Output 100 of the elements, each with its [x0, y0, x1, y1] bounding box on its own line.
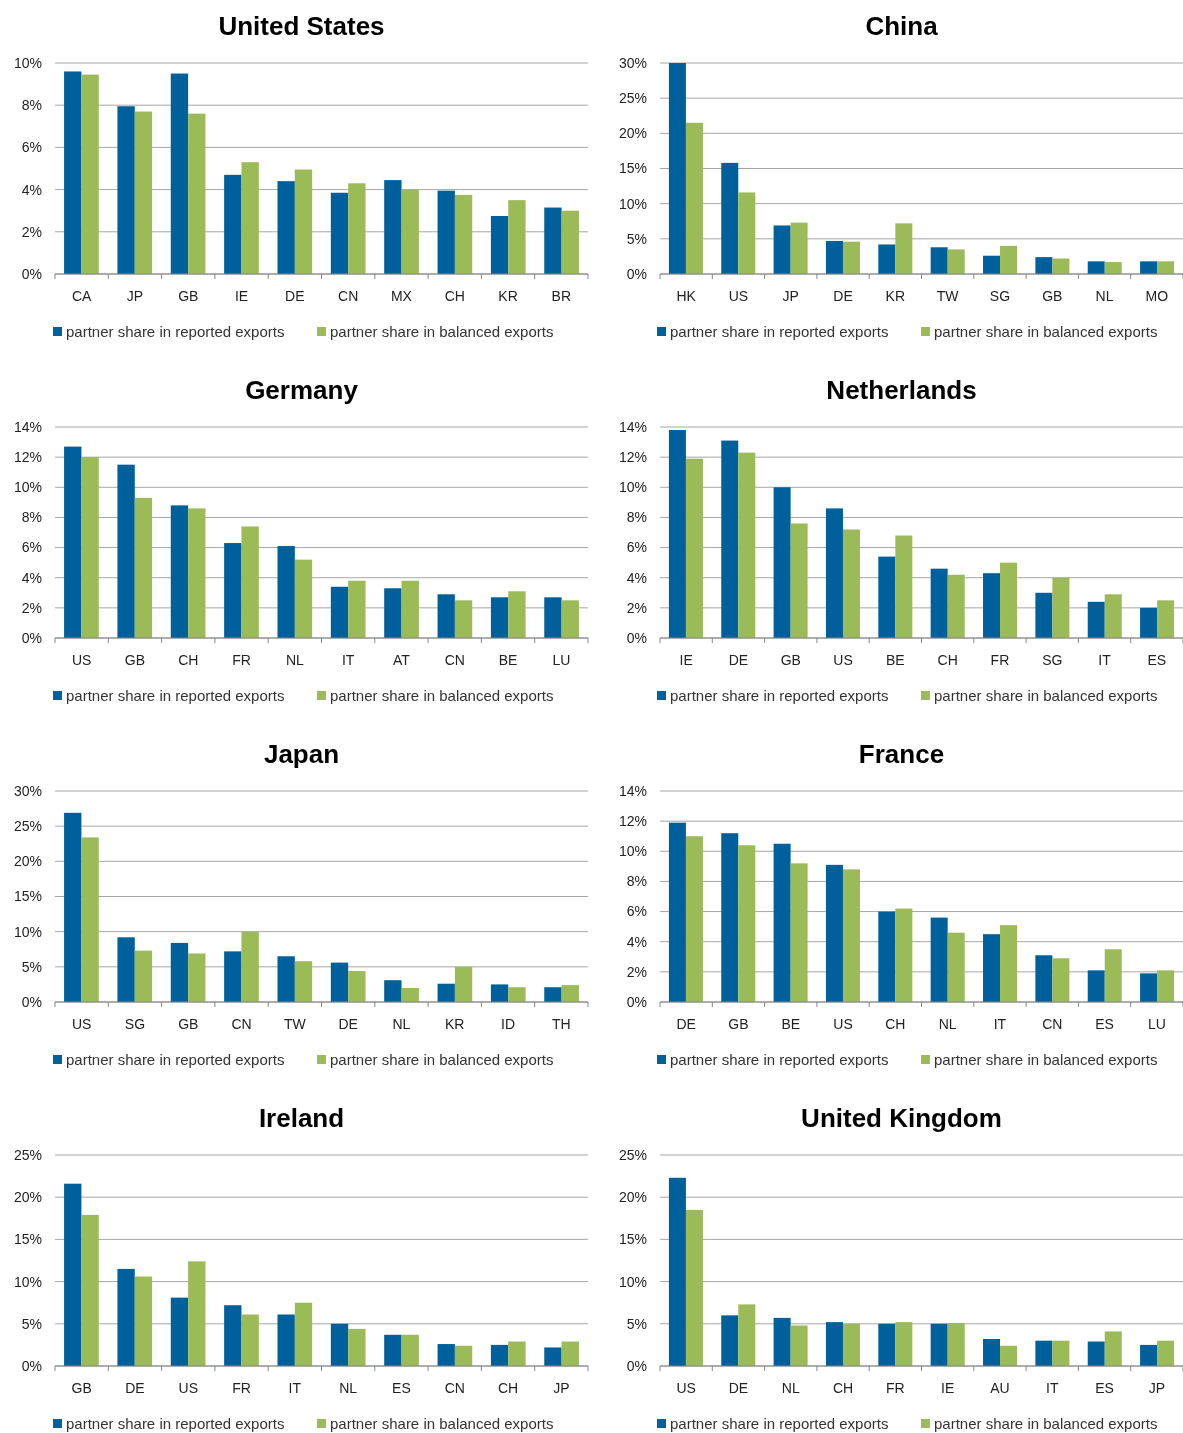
x-tick-label: DE	[676, 1016, 696, 1032]
bar	[1000, 925, 1018, 1002]
bar	[1087, 601, 1105, 638]
y-tick-label: 2%	[626, 599, 647, 616]
bar	[842, 529, 860, 638]
bar	[983, 934, 1001, 1002]
x-tick-label: CH	[178, 652, 199, 668]
bar	[544, 207, 562, 274]
bar	[81, 837, 99, 1002]
bar	[294, 961, 313, 1002]
y-tick-label: 10%	[618, 479, 647, 496]
bar	[983, 255, 1001, 274]
bar	[721, 162, 739, 274]
legend-label: partner share in reported exports	[66, 1050, 285, 1068]
bar	[401, 580, 419, 638]
x-tick-label: TW	[936, 288, 960, 304]
bar	[773, 1317, 791, 1366]
x-tick-label: IT	[288, 1380, 302, 1396]
bar	[490, 1344, 509, 1366]
bar	[930, 568, 948, 638]
bar	[668, 430, 686, 638]
x-tick-label: ES	[1095, 1016, 1114, 1032]
bar	[81, 1214, 99, 1366]
bar	[508, 200, 526, 274]
x-tick-label: CH	[444, 288, 465, 304]
bar	[117, 937, 135, 1002]
legend-label: partner share in balanced exports	[934, 686, 1158, 704]
y-tick-label: 0%	[626, 1357, 647, 1374]
y-tick-label: 5%	[21, 1315, 42, 1332]
bar	[224, 543, 242, 638]
y-tick-label: 10%	[618, 1273, 647, 1290]
bar	[895, 1322, 913, 1366]
bar	[277, 1314, 295, 1366]
bar	[668, 63, 686, 274]
bar	[947, 574, 965, 638]
bar	[241, 1314, 259, 1366]
bar	[437, 983, 455, 1002]
bar	[170, 942, 189, 1002]
y-tick-label: 25%	[13, 818, 42, 835]
chart-title: Netherlands	[826, 375, 977, 405]
y-tick-label: 0%	[21, 1357, 42, 1374]
bar	[930, 1323, 948, 1366]
bar	[241, 526, 259, 638]
bar	[895, 535, 913, 638]
legend-label: partner share in reported exports	[670, 322, 889, 340]
bar	[384, 1334, 402, 1366]
bar	[117, 464, 135, 638]
bar	[330, 1323, 349, 1366]
bar	[561, 210, 579, 274]
x-tick-label: CN	[338, 288, 359, 304]
y-tick-label: 0%	[626, 993, 647, 1010]
y-tick-label: 15%	[618, 1231, 647, 1248]
y-tick-label: 12%	[13, 449, 42, 466]
y-tick-label: 0%	[21, 265, 42, 282]
bar	[1000, 245, 1018, 274]
x-tick-label: DE	[728, 1380, 749, 1396]
legend-label: partner share in reported exports	[66, 1414, 285, 1432]
bar	[224, 174, 242, 274]
bar	[64, 812, 82, 1002]
x-tick-label: US	[728, 288, 749, 304]
bar	[983, 1338, 1001, 1366]
bar	[721, 833, 739, 1002]
bar	[188, 1261, 206, 1366]
y-tick-label: 0%	[626, 629, 647, 646]
chart-title: United States	[218, 11, 385, 41]
x-tick-label: IT	[993, 1016, 1007, 1032]
bar	[561, 1341, 579, 1366]
y-tick-label: 4%	[21, 569, 42, 586]
bar	[1157, 1340, 1175, 1366]
x-tick-label: JP	[126, 288, 144, 304]
bar	[1087, 1341, 1105, 1366]
y-tick-label: 2%	[626, 963, 647, 980]
x-tick-label: KR	[885, 288, 906, 304]
bar	[878, 1323, 896, 1366]
bar	[277, 546, 295, 638]
x-tick-label: IT	[341, 652, 355, 668]
bar	[842, 869, 860, 1002]
bar	[544, 1347, 562, 1366]
chart-title: Japan	[263, 739, 340, 769]
x-tick-label: ES	[1147, 652, 1167, 668]
bar	[64, 1183, 82, 1366]
bar	[1140, 973, 1158, 1002]
bar	[117, 1268, 135, 1366]
x-tick-label: DE	[125, 1380, 145, 1396]
bar	[930, 917, 948, 1002]
bar	[277, 956, 295, 1002]
bar	[384, 180, 402, 274]
bar	[241, 162, 259, 274]
x-tick-label: CA	[71, 288, 93, 304]
y-tick-label: 5%	[21, 958, 42, 975]
y-tick-label: 20%	[13, 1189, 42, 1206]
x-tick-label: AU	[990, 1380, 1010, 1396]
bar	[1104, 1331, 1122, 1366]
bar	[224, 1305, 242, 1366]
chart-title: Germany	[245, 375, 359, 405]
bar	[81, 457, 99, 638]
bar	[685, 122, 703, 274]
x-tick-label: IE	[234, 288, 249, 304]
x-tick-label: GB	[124, 652, 146, 668]
bar	[241, 931, 259, 1002]
